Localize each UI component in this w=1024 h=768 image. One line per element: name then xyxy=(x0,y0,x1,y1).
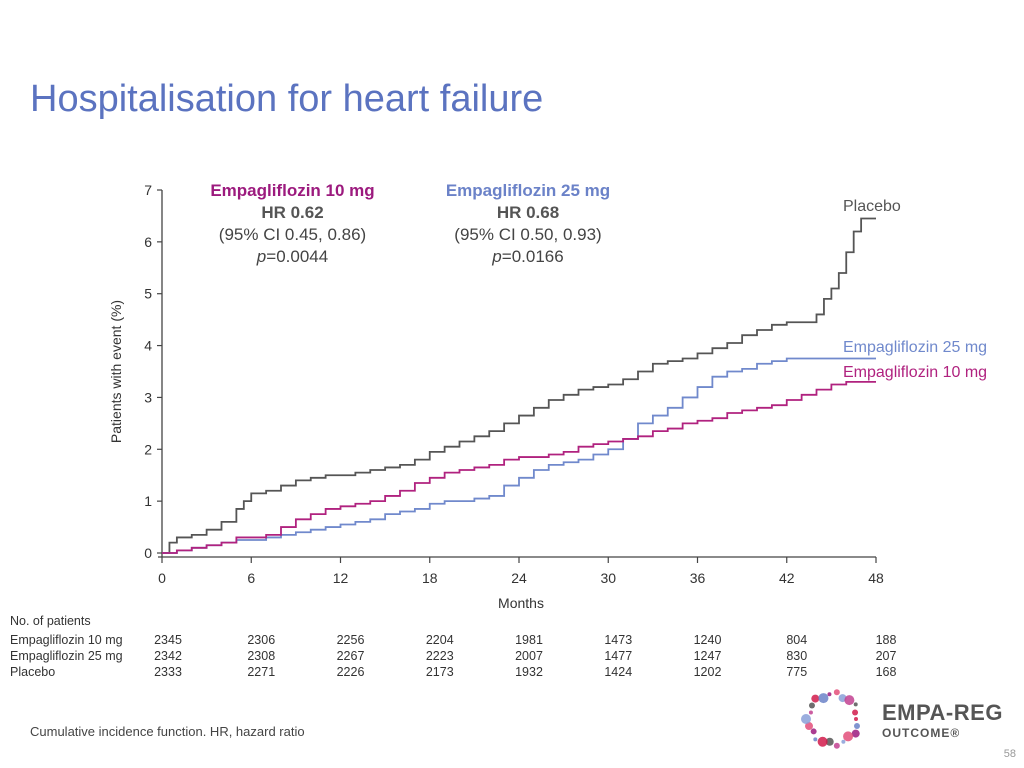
logo-dot xyxy=(813,737,818,742)
annotation-p: p=0.0044 xyxy=(180,246,405,268)
x-tick-label: 48 xyxy=(868,570,884,586)
risk-cell: 1932 xyxy=(515,665,543,679)
logo-dot xyxy=(825,737,834,746)
risk-cell: 2306 xyxy=(247,633,276,647)
risk-cell: 1981 xyxy=(515,633,543,647)
annotation-drug: Empagliflozin 25 mg xyxy=(445,181,611,200)
annotation-empa-10: Empagliflozin 10 mg HR 0.62 (95% CI 0.45… xyxy=(180,180,405,268)
risk-cell: 1477 xyxy=(604,649,633,663)
risk-cell: 775 xyxy=(786,665,808,679)
risk-cell: 2256 xyxy=(336,633,365,647)
risk-cell: 2226 xyxy=(336,665,365,679)
x-tick-label: 30 xyxy=(600,570,616,586)
x-tick-label: 36 xyxy=(690,570,706,586)
risk-cell: 1473 xyxy=(604,633,633,647)
annotation-hr: HR 0.62 xyxy=(261,203,324,222)
x-tick-label: 18 xyxy=(422,570,438,586)
logo-dot xyxy=(854,717,858,721)
x-axis-label: Months xyxy=(498,595,544,611)
logo-dot xyxy=(853,702,858,707)
x-tick-label: 42 xyxy=(779,570,795,586)
logo-dot xyxy=(827,692,832,697)
risk-row-label: Placebo xyxy=(10,665,56,679)
logo-dot xyxy=(808,702,815,709)
risk-cell: 1424 xyxy=(604,665,633,679)
logo-name: EMPA-REG xyxy=(882,700,1003,725)
annotation-drug: Empagliflozin 10 mg xyxy=(210,181,375,200)
x-tick-label: 24 xyxy=(511,570,527,586)
risk-cell: 1240 xyxy=(693,633,722,647)
risk-cell: 2223 xyxy=(425,649,454,663)
risk-cell: 2271 xyxy=(247,665,276,679)
annotation-ci: (95% CI 0.50, 0.93) xyxy=(454,225,602,244)
risk-cell: 1202 xyxy=(693,665,722,679)
series-line-empagliflozin-10-mg xyxy=(162,380,876,554)
logo-dot xyxy=(811,694,820,703)
logo-dot xyxy=(805,722,814,731)
y-tick-label: 3 xyxy=(144,389,152,405)
logo-dot xyxy=(853,723,860,730)
annotation-p-value: =0.0044 xyxy=(266,247,329,266)
line-label: Empagliflozin 25 mg xyxy=(843,339,987,356)
risk-cell: 207 xyxy=(875,649,897,663)
risk-cell: 830 xyxy=(786,649,808,663)
empa-reg-logo-icon xyxy=(801,689,860,749)
risk-cell: 804 xyxy=(786,633,808,647)
annotation-hr: HR 0.68 xyxy=(496,203,560,222)
line-label: Empagliflozin 10 mg xyxy=(843,364,987,381)
risk-cell: 2333 xyxy=(154,665,182,679)
logo-sub: OUTCOME® xyxy=(882,726,961,740)
risk-cell: 168 xyxy=(875,665,897,679)
y-axis-label: Patients with event (%) xyxy=(108,300,124,443)
risk-cell: 2204 xyxy=(425,633,454,647)
logo-dot xyxy=(852,709,859,716)
y-tick-label: 1 xyxy=(144,493,152,509)
annotation-ci: (95% CI 0.45, 0.86) xyxy=(218,225,367,244)
annotation-empa-25: Empagliflozin 25 mg HR 0.68 (95% CI 0.50… xyxy=(418,180,638,268)
annotation-p: p=0.0166 xyxy=(418,246,638,268)
risk-row-label: Empagliflozin 25 mg xyxy=(10,649,123,663)
risk-cell: 2345 xyxy=(154,633,182,647)
risk-cell: 2308 xyxy=(247,649,276,663)
slide-title: Hospitalisation for heart failure xyxy=(30,78,544,120)
y-tick-label: 6 xyxy=(144,234,152,250)
risk-table-title: No. of patients xyxy=(10,614,91,628)
risk-row-label: Empagliflozin 10 mg xyxy=(10,633,123,647)
x-tick-label: 0 xyxy=(158,570,166,586)
logo-dot xyxy=(810,728,817,735)
x-tick-label: 6 xyxy=(247,570,255,586)
y-tick-label: 0 xyxy=(144,545,152,561)
y-tick-label: 2 xyxy=(144,441,152,457)
page-number: 58 xyxy=(1003,748,1016,760)
risk-cell: 2173 xyxy=(425,665,454,679)
logo-dot xyxy=(851,729,860,738)
y-tick-label: 7 xyxy=(144,182,152,198)
line-label: Placebo xyxy=(843,198,901,215)
logo-dot xyxy=(818,693,829,704)
logo-dot xyxy=(843,731,854,742)
risk-cell: 2007 xyxy=(515,649,543,663)
risk-cell: 188 xyxy=(875,633,897,647)
logo-dot xyxy=(841,739,846,744)
logo-dot xyxy=(844,695,855,706)
logo-dot xyxy=(833,689,840,696)
risk-cell: 2267 xyxy=(336,649,365,663)
y-tick-label: 5 xyxy=(144,286,152,302)
annotation-p-value: =0.0166 xyxy=(501,247,564,266)
footnote: Cumulative incidence function. HR, hazar… xyxy=(30,724,305,739)
logo-dot xyxy=(801,714,811,724)
x-tick-label: 12 xyxy=(333,570,349,586)
y-tick-label: 4 xyxy=(144,338,152,354)
risk-cell: 1247 xyxy=(693,649,722,663)
logo-dot xyxy=(833,742,840,749)
annotation-p-label: p xyxy=(256,247,267,266)
risk-cell: 2342 xyxy=(154,649,182,663)
annotation-p-label: p xyxy=(492,247,502,266)
logo-dot xyxy=(808,710,813,715)
series-line-empagliflozin-25-mg xyxy=(162,357,876,554)
logo-dot xyxy=(817,736,828,747)
series-line-placebo xyxy=(162,217,876,554)
